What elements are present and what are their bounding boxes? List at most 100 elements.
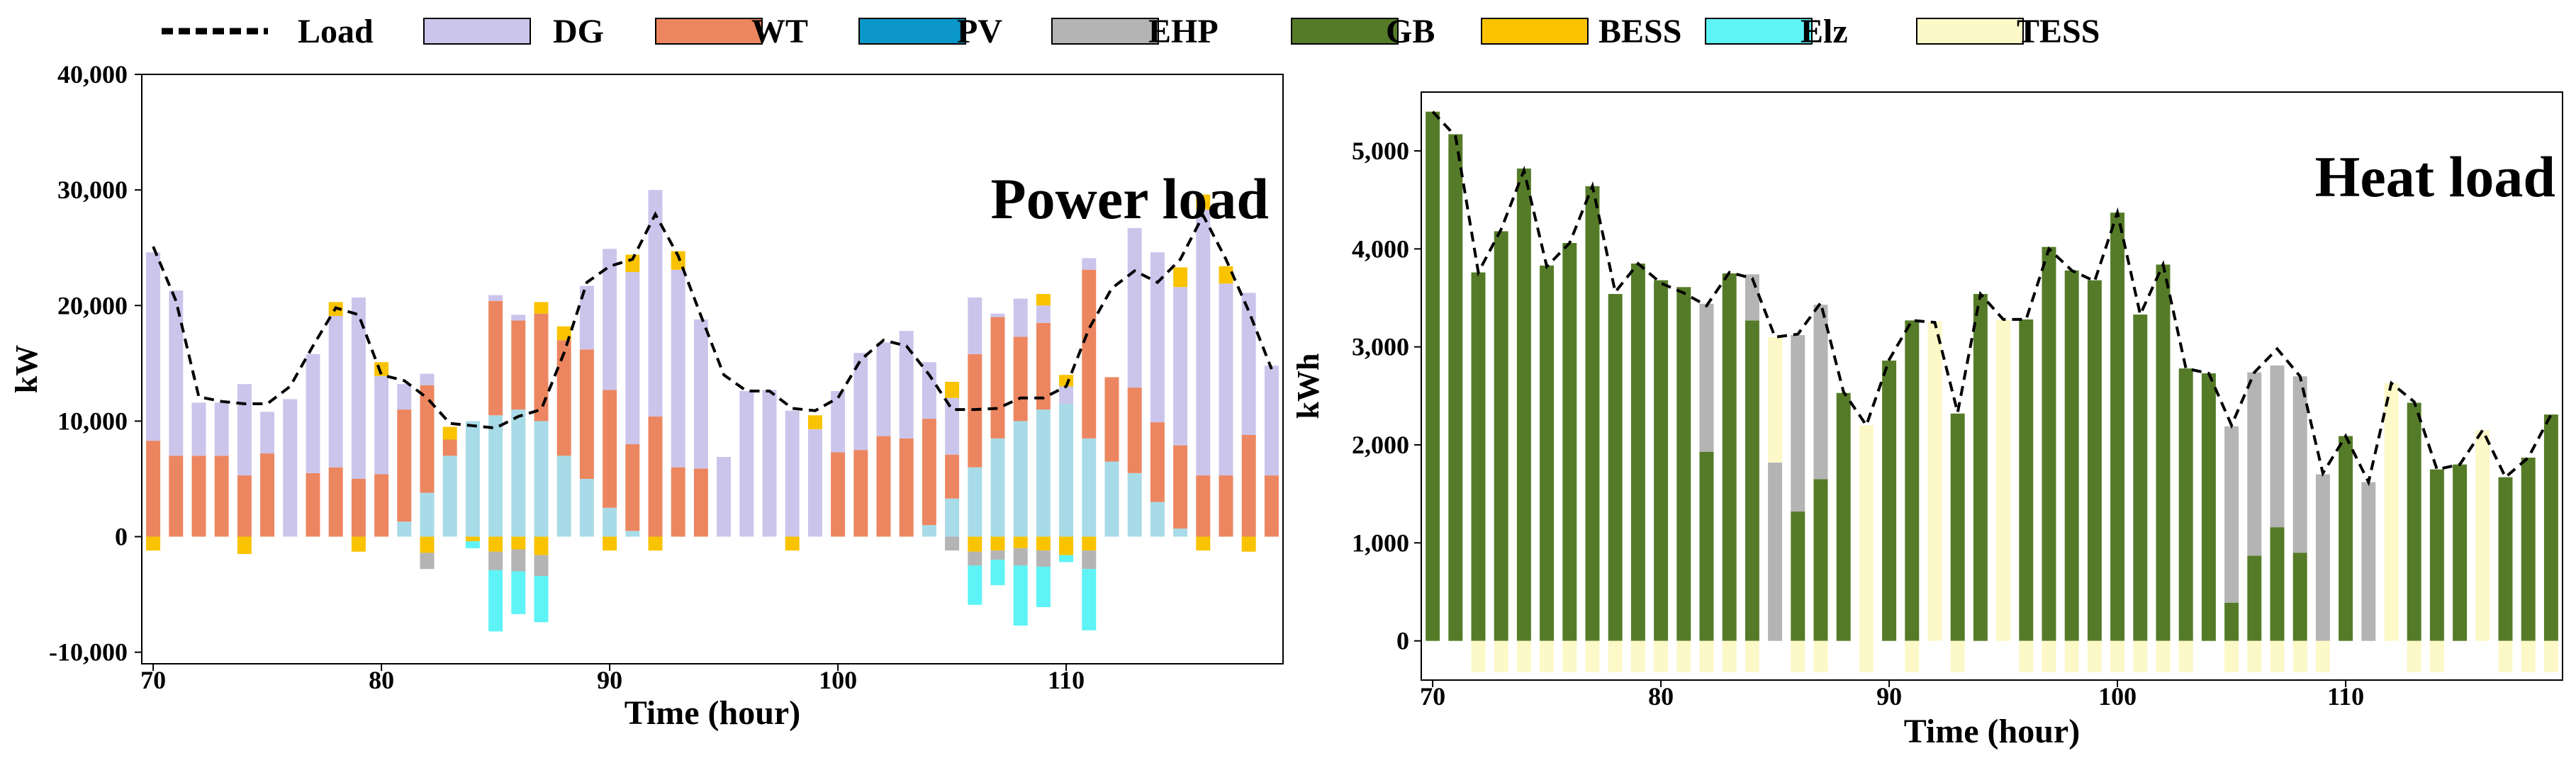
power-bar-pv-87 — [534, 421, 549, 537]
legend-swatch-ehp — [1051, 18, 1159, 45]
heat-bar-tess-116 — [2475, 430, 2490, 641]
power-y-tick-label: 10,000 — [57, 407, 128, 435]
heat-bar-gb-77 — [1585, 186, 1600, 641]
power-bar-bess-116 — [1196, 194, 1211, 210]
heat-bar-gb-90 — [1882, 361, 1897, 641]
power-bar-dg-117 — [1219, 283, 1233, 476]
heat-bar-tess-neg-97 — [2042, 640, 2056, 672]
heat-y-axis-title: kWh — [1291, 353, 1326, 419]
power-bar-dg-111 — [1082, 258, 1097, 270]
heat-bar-gb-100 — [2110, 213, 2125, 641]
heat-bar-gb-110 — [2339, 436, 2353, 641]
power-bar-elz-neg-85 — [488, 570, 503, 632]
power-bar-ehp-neg-82 — [420, 553, 435, 570]
power-bar-dg-78 — [328, 315, 343, 468]
power-bar-pv-81 — [397, 521, 412, 537]
power-bar-bess-neg-86 — [511, 536, 526, 550]
power-bar-pv-109 — [1036, 409, 1051, 537]
heat-bar-ehp-85 — [1768, 462, 1783, 641]
power-bar-wt-74 — [237, 475, 252, 537]
power-bar-dg-113 — [1127, 227, 1142, 388]
power-bar-dg-99 — [807, 429, 822, 537]
heat-bar-tess-neg-107 — [2270, 640, 2285, 672]
heat-bar-ehp-87 — [1813, 305, 1828, 480]
power-bar-wt-113 — [1127, 388, 1142, 473]
legend-swatch-bess — [1481, 18, 1589, 45]
heat-bar-ehp-107 — [2270, 365, 2285, 528]
heat-bar-gb-107 — [2270, 527, 2285, 641]
power-bar-wt-115 — [1173, 445, 1188, 529]
power-bar-wt-77 — [306, 473, 320, 537]
power-bar-elz-neg-86 — [511, 571, 526, 614]
heat-bar-tess-neg-87 — [1813, 640, 1828, 672]
power-bar-pv-115 — [1173, 528, 1188, 537]
heat-bar-gb-117 — [2498, 477, 2513, 641]
legend-swatch-wt — [655, 18, 763, 45]
heat-x-tick-label: 100 — [2098, 682, 2137, 711]
heat-bar-tess-neg-86 — [1791, 640, 1805, 672]
plot-frame — [1421, 91, 2563, 681]
power-bar-elz-neg-107 — [990, 560, 1005, 586]
heat-bar-gb-114 — [2429, 469, 2444, 641]
power-axis-ticks: -10,000 0 10,000 20,000 30,000 40,000 70 80 90 10… — [49, 60, 1085, 694]
power-bar-wt-109 — [1036, 322, 1051, 410]
power-bar-wt-105 — [945, 454, 960, 499]
heat-load-chart: 0 1,000 2,000 3,000 4,000 5,000 70 80 90 100 110 H… — [1291, 91, 2563, 750]
power-bar-dg-79 — [351, 297, 366, 479]
heat-bar-tess-neg-89 — [1859, 640, 1874, 672]
power-bar-bess-neg-98 — [785, 536, 800, 551]
power-x-tick-label: 80 — [369, 666, 394, 694]
power-bar-bess-neg-87 — [534, 536, 549, 555]
power-bar-dg-109 — [1036, 305, 1051, 323]
heat-bar-gb-72 — [1471, 272, 1486, 641]
power-x-tick-label: 100 — [819, 666, 857, 694]
heat-bar-gb-104 — [2201, 373, 2216, 641]
power-bar-dg-96 — [739, 390, 754, 537]
heat-bar-gb-80 — [1654, 280, 1669, 641]
power-bar-bess-neg-116 — [1196, 536, 1211, 551]
power-y-tick-label: 20,000 — [57, 291, 128, 319]
heat-bars — [1426, 111, 2558, 672]
heat-bar-tess-neg-118 — [2521, 640, 2536, 672]
heat-bar-gb-106 — [2247, 555, 2262, 641]
heat-bar-tess-neg-76 — [1562, 640, 1577, 672]
heat-bar-gb-108 — [2292, 553, 2307, 641]
heat-bar-tess-neg-98 — [2064, 640, 2079, 672]
power-y-tick-label: 0 — [115, 523, 128, 551]
heat-bar-gb-93 — [1950, 413, 1965, 641]
power-bar-dg-94 — [693, 319, 708, 469]
power-bar-wt-104 — [922, 419, 936, 526]
plot-frame — [141, 74, 1284, 664]
power-bar-pv-106 — [968, 467, 982, 537]
power-bar-wt-94 — [693, 468, 708, 537]
heat-bar-tess-neg-83 — [1722, 640, 1737, 672]
heat-bar-ehp-86 — [1791, 335, 1805, 512]
heat-bar-gb-97 — [2042, 247, 2056, 641]
heat-x-tick-label: 80 — [1648, 682, 1674, 711]
power-bar-bess-neg-85 — [488, 536, 503, 552]
heat-bar-tess-neg-93 — [1950, 640, 1965, 672]
power-bar-pv-112 — [1104, 461, 1119, 537]
power-bar-wt-112 — [1104, 377, 1119, 462]
power-chart-title: Power load — [990, 166, 1269, 231]
power-bar-dg-102 — [876, 342, 891, 436]
heat-bar-gb-88 — [1836, 392, 1851, 641]
heat-bar-tess-neg-105 — [2224, 640, 2239, 672]
heat-chart-title: Heat load — [2315, 145, 2555, 209]
power-bar-elz-neg-84 — [465, 541, 480, 548]
legend-label-load: Load — [298, 13, 374, 50]
heat-axis-ticks: 0 1,000 2,000 3,000 4,000 5,000 70 80 90 100 110 — [1352, 137, 2364, 711]
power-bar-wt-103 — [899, 438, 914, 537]
power-bar-bess-neg-84 — [465, 536, 480, 542]
power-bar-wt-108 — [1013, 336, 1028, 422]
power-bar-dg-101 — [853, 353, 868, 451]
power-bar-bess-117 — [1219, 266, 1233, 284]
power-bar-pv-91 — [625, 531, 640, 537]
heat-bar-tess-neg-84 — [1745, 640, 1759, 672]
power-bar-ehp-neg-86 — [511, 549, 526, 572]
heat-bar-tess-85 — [1768, 336, 1783, 463]
power-bar-dg-119 — [1264, 366, 1279, 476]
power-bar-wt-111 — [1082, 269, 1097, 439]
power-bar-bess-neg-106 — [968, 536, 982, 552]
